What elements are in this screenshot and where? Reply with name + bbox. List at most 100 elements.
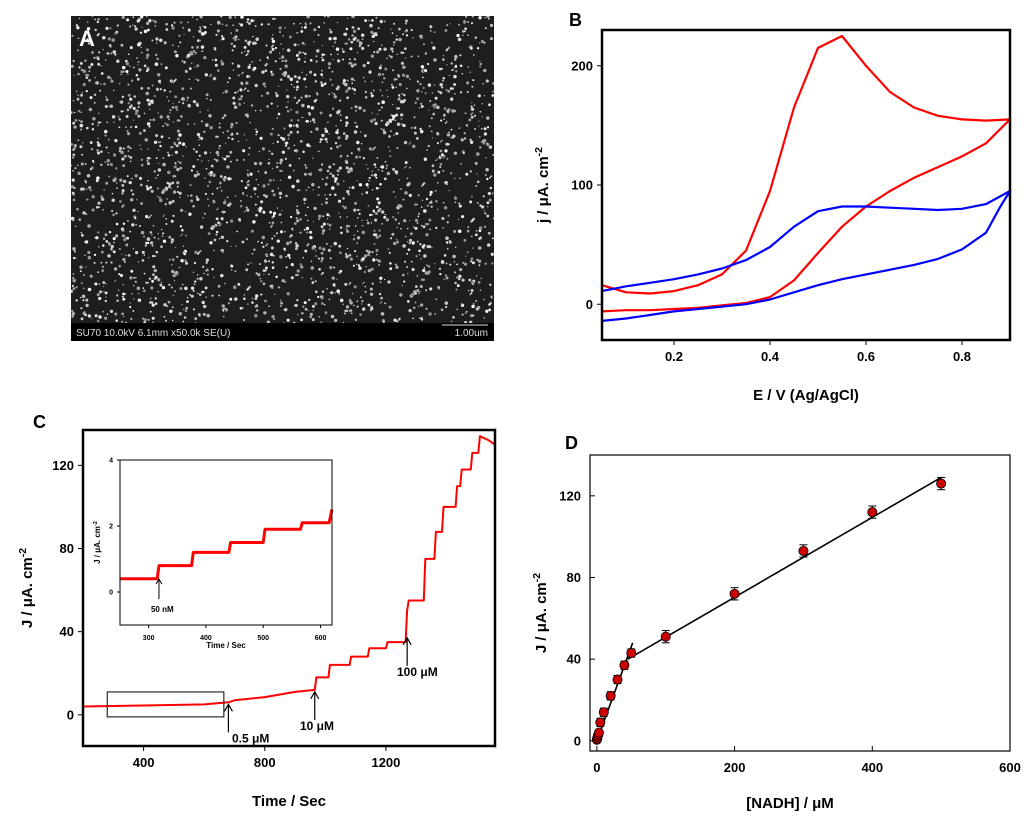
sem-particle [485,157,487,159]
y-tick-label: 0 [586,297,593,312]
sem-particle [422,68,425,71]
sem-particle [371,80,373,83]
sem-particle [271,45,273,48]
sem-particle [361,300,364,303]
sem-particle [177,45,180,48]
sem-particle [390,130,392,132]
sem-particle [286,318,290,322]
sem-particle [166,123,169,127]
sem-particle [414,226,418,230]
sem-particle [352,29,357,34]
sem-particle [262,245,265,248]
sem-particle [266,320,271,324]
sem-particle [103,189,105,191]
sem-particle [71,311,76,316]
sem-particle [489,283,492,286]
sem-particle [109,309,114,314]
sem-particle [302,257,304,259]
sem-particle [380,127,383,130]
sem-particle [416,289,420,292]
sem-particle [320,260,323,263]
sem-particle [330,53,332,56]
sem-particle [222,201,227,205]
sem-particle [483,210,485,212]
sem-particle [284,249,287,252]
sem-particle [200,32,205,36]
sem-particle [255,178,258,181]
sem-particle [338,212,340,214]
sem-particle [137,43,141,47]
sem-particle [430,117,433,120]
sem-particle [336,128,339,131]
sem-particle [472,302,475,305]
sem-particle [133,284,135,287]
sem-particle [184,286,188,291]
sem-particle [312,157,314,159]
sem-particle [485,79,489,83]
sem-particle [83,274,85,276]
sem-particle [222,315,225,318]
sem-particle [337,136,341,140]
sem-particle [84,59,87,62]
sem-particle [416,203,419,206]
sem-particle [157,112,159,114]
sem-particle [370,222,373,224]
sem-particle [238,97,241,101]
sem-particle [190,62,193,65]
sem-particle [258,209,262,213]
sem-particle [295,88,298,91]
sem-particle [368,176,371,179]
sem-particle [402,273,405,277]
sem-particle [355,125,359,128]
sem-particle [392,114,396,119]
sem-particle [315,60,318,63]
sem-particle [357,264,361,267]
sem-particle [283,74,287,77]
sem-particle [159,38,163,43]
sem-particle [147,86,150,90]
sem-particle [456,263,458,266]
sem-particle [397,27,401,31]
sem-particle [400,117,403,120]
sem-particle [381,169,384,173]
sem-particle [376,50,380,54]
sem-particle [246,18,250,21]
sem-particle [367,253,370,257]
sem-particle [304,57,306,59]
x-tick-label: 0.2 [665,349,683,364]
sem-particle [371,149,374,152]
sem-particle [353,58,357,61]
sem-particle [309,120,312,123]
sem-particle [146,122,151,126]
sem-particle [329,193,332,196]
sem-particle [221,37,225,41]
data-point [729,588,740,599]
sem-particle [417,215,420,218]
sem-particle [227,302,231,305]
sem-particle [103,82,106,86]
sem-particle [351,34,354,37]
sem-particle [249,121,251,124]
sem-particle [269,132,273,136]
sem-particle [367,44,370,47]
sem-particle [290,108,292,111]
sem-particle [301,276,304,279]
sem-particle [137,61,140,63]
sem-particle [486,205,489,208]
sem-particle [151,244,154,247]
sem-particle [164,186,169,190]
sem-particle [208,205,210,207]
sem-particle [486,126,490,129]
sem-particle [72,169,75,172]
sem-particle [456,276,458,279]
sem-particle [361,303,363,305]
sem-particle [443,181,446,184]
sem-particle [331,70,334,73]
sem-particle [148,277,152,280]
sem-particle [317,217,321,221]
sem-particle [82,312,85,315]
sem-particle [230,32,233,35]
data-point [605,690,616,701]
sem-particle [166,181,169,185]
sem-particle [262,269,266,272]
